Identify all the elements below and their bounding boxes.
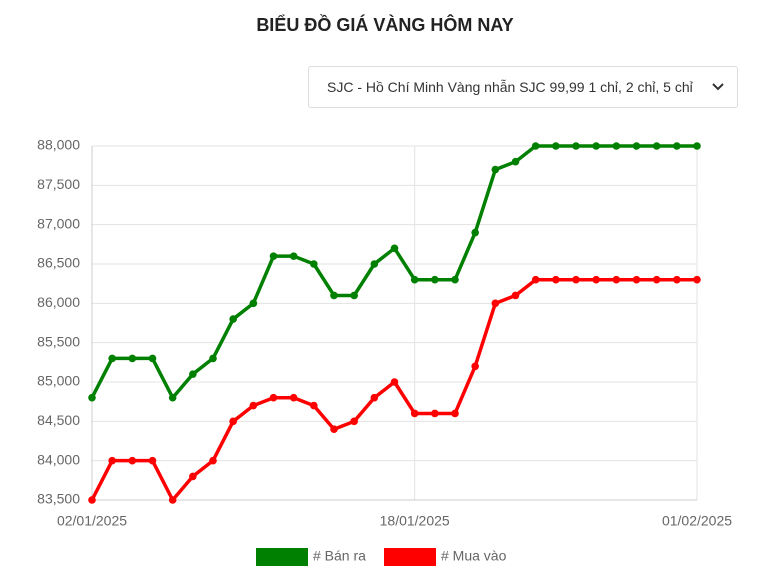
data-point <box>148 456 157 465</box>
data-point <box>511 157 520 166</box>
data-point <box>531 275 540 284</box>
data-point <box>390 244 399 253</box>
data-point <box>269 252 278 260</box>
y-tick-label: 87,000 <box>37 215 80 231</box>
data-point <box>370 393 379 402</box>
data-point <box>652 142 661 150</box>
data-point <box>531 142 540 150</box>
data-point <box>148 354 157 363</box>
data-point <box>189 370 197 378</box>
data-point <box>673 142 681 150</box>
data-point <box>431 409 439 418</box>
y-tick-label: 86,000 <box>37 294 80 310</box>
legend-swatch <box>256 548 308 566</box>
data-point <box>229 417 237 426</box>
y-tick-label: 86,500 <box>37 255 80 271</box>
data-point <box>289 393 298 402</box>
data-point <box>289 252 298 260</box>
y-tick-label: 84,500 <box>37 412 80 428</box>
data-point <box>410 409 419 418</box>
chart-title: BIỂU ĐỒ GIÁ VÀNG HÔM NAY <box>256 14 513 35</box>
data-point <box>572 275 580 284</box>
data-point <box>88 393 96 402</box>
data-point <box>410 275 419 284</box>
dropdown-value: SJC - Hồ Chí Minh Vàng nhẫn SJC 99,99 1 … <box>327 79 693 95</box>
chevron-icon <box>712 83 724 91</box>
y-tick-label: 85,000 <box>37 373 80 389</box>
data-point <box>673 275 681 284</box>
data-point <box>693 142 701 150</box>
y-tick-label: 87,500 <box>37 176 80 192</box>
x-tick-label: 01/02/2025 <box>662 513 732 529</box>
dropdown[interactable]: SJC - Hồ Chí Minh Vàng nhẫn SJC 99,99 1 … <box>308 66 738 108</box>
data-point <box>451 275 459 284</box>
legend-swatch <box>384 548 436 566</box>
data-point <box>511 291 520 300</box>
x-tick-label: 18/01/2025 <box>380 513 450 529</box>
x-tick-label: 02/01/2025 <box>57 513 127 529</box>
data-point <box>491 165 500 174</box>
data-point <box>108 354 116 363</box>
data-point <box>572 142 580 150</box>
data-point <box>471 362 479 371</box>
data-point <box>431 275 439 284</box>
data-point <box>168 393 177 402</box>
data-point <box>693 275 701 284</box>
data-point <box>632 275 641 284</box>
data-point <box>209 354 217 363</box>
y-tick-label: 88,000 <box>37 137 80 153</box>
data-point <box>632 142 641 150</box>
data-point <box>552 142 560 150</box>
data-point <box>269 393 278 402</box>
data-point <box>310 260 318 268</box>
y-tick-label: 85,500 <box>37 333 80 349</box>
y-tick-label: 83,500 <box>37 491 80 507</box>
data-point <box>350 417 358 426</box>
legend-label: # Bán ra <box>313 548 366 564</box>
data-point <box>330 425 338 434</box>
data-point <box>612 142 621 150</box>
data-point <box>552 275 560 284</box>
series-line <box>90 277 697 502</box>
series-line <box>90 144 697 400</box>
data-point <box>128 456 137 465</box>
legend-label: # Mua vào <box>441 548 507 564</box>
data-point <box>370 260 379 268</box>
data-point <box>390 378 399 386</box>
data-point <box>128 354 137 363</box>
data-point <box>209 456 217 465</box>
data-point <box>249 401 258 410</box>
data-point <box>229 315 237 323</box>
data-point <box>330 291 338 300</box>
data-point <box>88 496 96 504</box>
data-point <box>491 299 500 308</box>
data-point <box>652 275 661 284</box>
data-point <box>451 409 459 418</box>
data-point <box>612 275 621 284</box>
data-point <box>310 401 318 410</box>
data-point <box>189 472 197 481</box>
data-point <box>350 291 358 300</box>
data-point <box>249 299 258 308</box>
data-point <box>592 142 600 150</box>
data-point <box>168 496 177 504</box>
data-point <box>471 228 479 237</box>
data-point <box>108 456 116 465</box>
data-point <box>592 275 600 284</box>
y-tick-label: 84,000 <box>37 451 80 467</box>
